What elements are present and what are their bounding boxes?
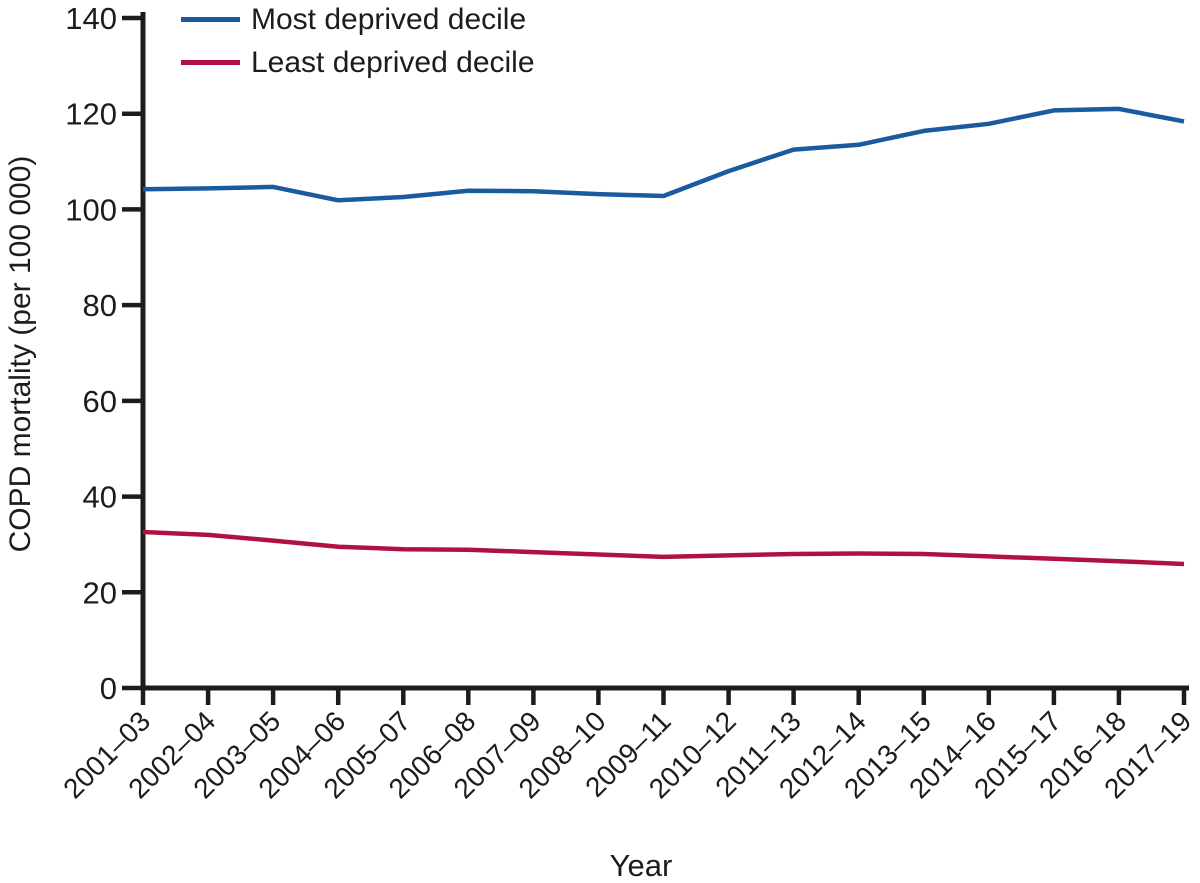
legend-line-swatch-most-deprived [181,17,240,22]
legend-item-least-deprived: Least deprived decile [181,41,535,84]
y-tick-label: 20 [83,575,117,610]
y-tick-label: 40 [83,480,117,515]
y-tick-label: 0 [100,671,117,706]
legend-label-least-deprived: Least deprived decile [251,45,535,79]
y-axis-title: COPD mortality (per 100 000) [4,155,37,553]
x-axis-title: Year [609,848,673,883]
y-axis-tick-labels: 0 20 40 60 80 100 120 140 [65,1,117,706]
series-line-least-deprived-decile [142,529,1185,567]
series-line-most-deprived-decile [142,106,1185,203]
legend-label-most-deprived: Most deprived decile [251,2,527,36]
axes [140,12,1189,691]
y-tick-label: 100 [65,192,117,227]
y-tick-label: 120 [65,97,117,132]
x-axis-ticks [140,688,1187,705]
x-axis-tick-labels: 2001–032002–042003–052004–062005–072006–… [57,705,1197,804]
y-tick-label: 60 [83,384,117,419]
y-tick-label: 140 [65,1,117,36]
legend: Most deprived decile Least deprived deci… [181,0,535,84]
legend-item-most-deprived: Most deprived decile [181,0,535,41]
y-axis-ticks [122,15,143,691]
y-tick-label: 80 [83,288,117,323]
legend-line-swatch-least-deprived [181,60,240,65]
